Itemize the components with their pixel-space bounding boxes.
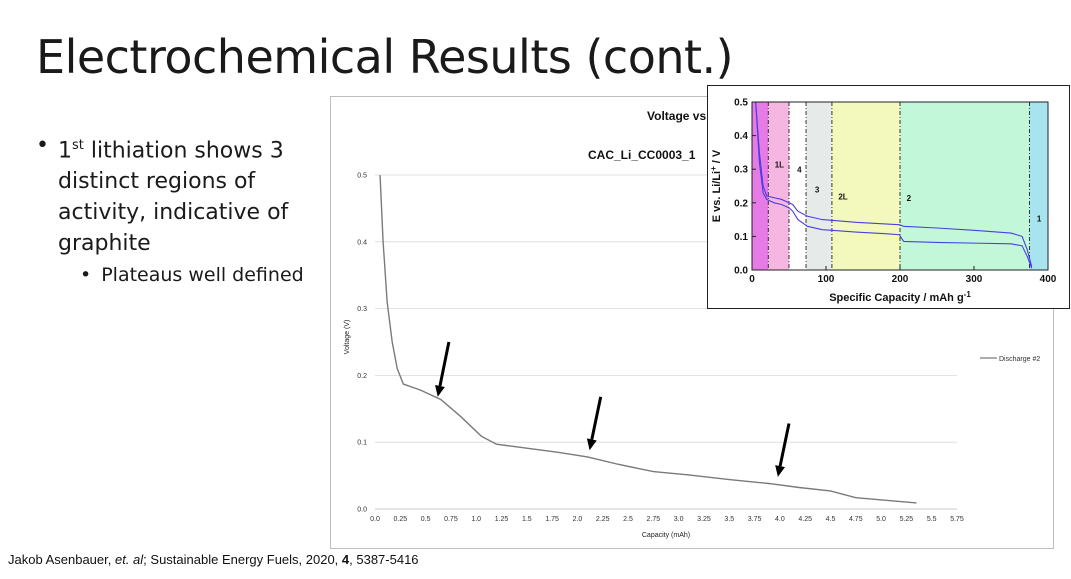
- x-tick-label: 2.5: [623, 516, 633, 523]
- chart-subtitle: CAC_Li_CC0003_1: [588, 148, 696, 162]
- y-axis-label: Voltage (V): [344, 320, 351, 355]
- shaded-region: [806, 102, 832, 270]
- x-tick-label: 3.25: [697, 516, 711, 523]
- shaded-region: [1029, 102, 1048, 270]
- bullet-1-post: lithiation shows 3 distinct regions of a…: [58, 138, 289, 257]
- inset-x-tick-label: 0: [749, 274, 755, 285]
- x-tick-label: 4.0: [775, 516, 785, 523]
- shaded-region: [768, 102, 789, 270]
- bullet-1-sup: st: [72, 138, 84, 153]
- arrow-head: [435, 385, 445, 397]
- annotation-arrow: [586, 396, 603, 451]
- inset-x-tick-label: 300: [966, 274, 983, 285]
- x-tick-label: 2.25: [596, 516, 610, 523]
- shaded-region: [900, 102, 1030, 270]
- citation-authors: Jakob Asenbauer,: [8, 552, 115, 567]
- annotation-arrow: [435, 341, 451, 397]
- region-label: 2L: [838, 192, 847, 201]
- x-tick-label: 4.75: [849, 516, 863, 523]
- x-tick-label: 2.0: [573, 516, 583, 523]
- series-line-discharge-2: [379, 174, 917, 504]
- arrow-head: [775, 465, 785, 477]
- citation-etal: et. al: [114, 552, 144, 567]
- region-label: 1: [1037, 214, 1042, 223]
- y-tick-label: 0.4: [357, 239, 367, 246]
- inset-y-tick-label: 0.4: [734, 131, 748, 142]
- citation-journal: ; Sustainable Energy Fuels, 2020,: [143, 552, 342, 567]
- shaded-region: [752, 102, 769, 270]
- reference-inset-svg: 1L 4 3 2L 2 1 0.0 0.1 0.2 0.3 0.4 0.5 0 100 200 300 400…: [709, 98, 1057, 305]
- inset-series-line: [755, 101, 1033, 267]
- inset-y-label-sup: +: [709, 166, 718, 171]
- legend: Discharge #2: [980, 356, 1040, 363]
- legend-label: Discharge #2: [999, 356, 1040, 363]
- bullet-dot-icon: •: [36, 133, 49, 158]
- x-tick-label: 0.0: [370, 516, 380, 523]
- inset-plot-frame: [751, 101, 1049, 271]
- y-tick-label: 0.1: [357, 440, 367, 447]
- bullet-1-pre: 1: [58, 138, 72, 164]
- inset-y-axis-label: E vs. Li/Li+ / V: [709, 149, 723, 222]
- shaded-region: [789, 102, 807, 270]
- shaded-region: [831, 102, 900, 270]
- inset-y-tick-label: 0.1: [734, 232, 748, 243]
- inset-y-tick-label: 0.2: [734, 198, 748, 209]
- slide-title: Electrochemical Results (cont.): [36, 30, 734, 84]
- y-tick-label: 0.3: [357, 306, 367, 313]
- x-tick-label: 0.75: [444, 516, 458, 523]
- x-axis-label: Capacity (mAh): [642, 532, 690, 539]
- bullet-2: • Plateaus well defined: [80, 260, 304, 291]
- x-tick-label: 2.75: [647, 516, 661, 523]
- x-tick-label: 1.5: [522, 516, 532, 523]
- bullet-dot-icon: •: [80, 264, 92, 286]
- x-tick-label: 5.75: [950, 516, 964, 523]
- arrow-shaft: [590, 396, 603, 440]
- inset-y-label-pre: E vs. Li/Li: [711, 171, 723, 222]
- citation: Jakob Asenbauer, et. al; Sustainable Ene…: [8, 552, 419, 567]
- x-tick-label: 4.5: [826, 516, 836, 523]
- arrow-head: [586, 438, 597, 451]
- x-tick-label: 5.5: [927, 516, 937, 523]
- region-label: 4: [797, 166, 802, 175]
- arrow-shaft: [778, 423, 791, 467]
- x-tick-label: 3.5: [724, 516, 734, 523]
- inset-y-tick-label: 0.0: [734, 266, 748, 277]
- annotation-arrow: [775, 423, 791, 477]
- x-tick-label: 4.25: [798, 516, 812, 523]
- voltage-chart-svg: Voltage vs Capa CAC_Li_CC0003_1 0.00.10.…: [344, 109, 1040, 539]
- x-tick-label: 3.0: [674, 516, 684, 523]
- inset-x-tick-label: 400: [1040, 274, 1057, 285]
- region-label: 2: [907, 194, 912, 203]
- inset-y-tick-label: 0.3: [734, 165, 748, 176]
- inset-y-label-post: / V: [711, 149, 723, 166]
- x-tick-label: 0.25: [393, 516, 407, 523]
- y-tick-label: 0.0: [357, 507, 367, 514]
- x-tick-label: 3.75: [748, 516, 762, 523]
- region-label: 3: [815, 186, 820, 195]
- x-tick-label: 1.0: [471, 516, 481, 523]
- arrow-shaft: [438, 341, 451, 387]
- inset-x-label-sup: -1: [964, 290, 972, 299]
- inset-series-line: [755, 101, 1033, 269]
- reference-inset-chart: 1L 4 3 2L 2 1 0.0 0.1 0.2 0.3 0.4 0.5 0 100 200 300 400…: [707, 85, 1070, 309]
- x-tick-label: 5.25: [900, 516, 914, 523]
- x-tick-label: 0.5: [421, 516, 431, 523]
- inset-x-tick-label: 100: [818, 274, 835, 285]
- inset-x-tick-label: 200: [892, 274, 909, 285]
- x-tick-label: 1.75: [545, 516, 559, 523]
- region-label: 1L: [775, 161, 784, 170]
- y-tick-label: 0.2: [357, 373, 367, 380]
- inset-x-axis-label: Specific Capacity / mAh g-1: [829, 290, 971, 304]
- bullet-2-text: Plateaus well defined: [101, 264, 304, 286]
- citation-pages: , 5387-5416: [349, 552, 419, 567]
- y-tick-label: 0.5: [357, 173, 367, 180]
- x-tick-label: 1.25: [495, 516, 509, 523]
- citation-volume: 4: [341, 552, 350, 567]
- inset-y-tick-label: 0.5: [734, 98, 748, 109]
- bullet-1-text: 1st lithiation shows 3 distinct regions …: [58, 130, 318, 259]
- x-tick-label: 5.0: [876, 516, 886, 523]
- inset-x-label-main: Specific Capacity / mAh g: [829, 292, 963, 304]
